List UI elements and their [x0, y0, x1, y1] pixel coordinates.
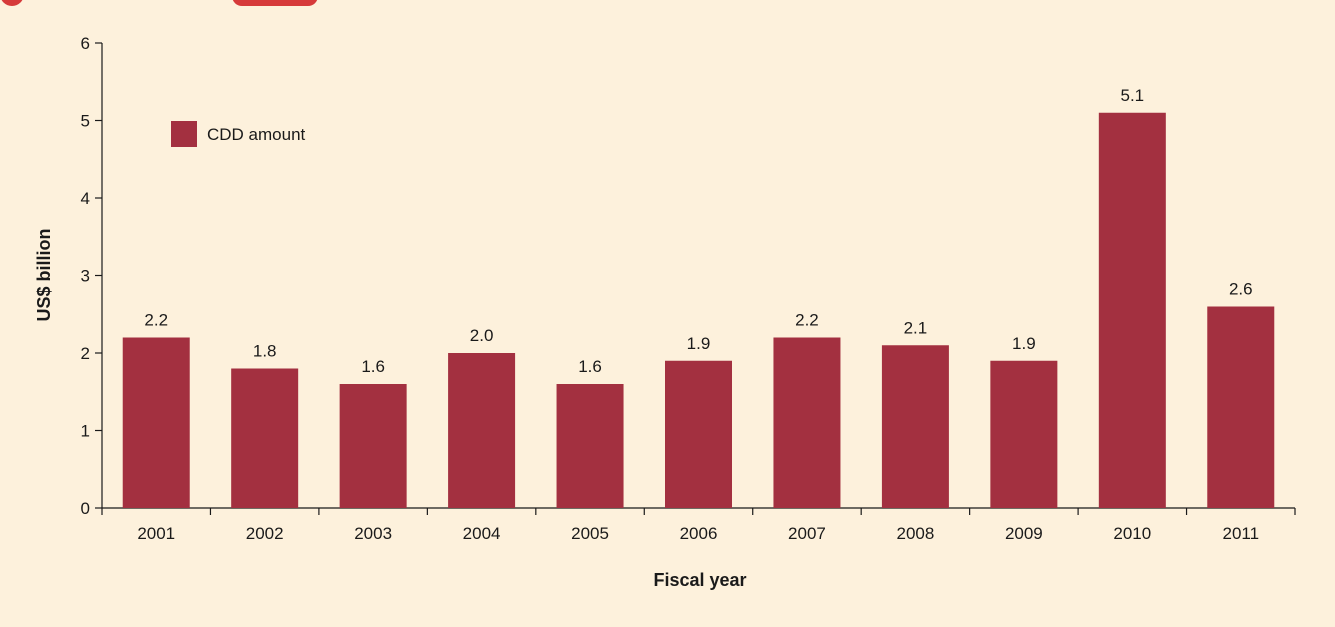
bar: [990, 360, 1058, 508]
bar: [556, 384, 624, 508]
bar: [122, 337, 190, 508]
bars: [122, 112, 1275, 508]
bar: [1098, 112, 1166, 508]
bar: [881, 345, 949, 508]
bar: [1207, 306, 1275, 508]
data-label: 2.0: [470, 326, 494, 345]
bar: [665, 360, 732, 508]
x-axis: 2001 2002 2003 2004 2005 2006 2007 2008 2009 2010…: [101, 507, 1296, 543]
x-tick-label: 2008: [896, 524, 934, 543]
y-tick-label: 2: [81, 344, 90, 363]
data-label: 1.6: [361, 357, 385, 376]
data-label: 1.8: [253, 342, 277, 361]
data-labels: 2.2 1.8 1.6 2.0 1.6 1.9 2.2 2.1 1.9 5.1 2.6: [144, 86, 1252, 376]
bar: [231, 368, 299, 508]
legend: CDD amount: [171, 121, 306, 147]
x-tick-label: 2006: [680, 524, 718, 543]
top-decoration: [0, 0, 420, 6]
x-axis-title: Fiscal year: [653, 570, 746, 590]
y-tick-label: 5: [81, 112, 90, 131]
decoration-shape-left: [0, 0, 24, 6]
data-label: 1.9: [687, 334, 711, 353]
data-label: 1.9: [1012, 334, 1036, 353]
y-tick-label: 1: [81, 422, 90, 441]
decoration-shape-right: [232, 0, 318, 6]
y-axis-title: US$ billion: [34, 228, 54, 321]
data-label: 2.6: [1229, 280, 1253, 299]
x-tick-label: 2005: [571, 524, 609, 543]
y-tick-label: 6: [81, 34, 90, 53]
legend-swatch: [171, 121, 197, 147]
bar: [448, 353, 516, 508]
x-tick-label: 2001: [137, 524, 175, 543]
x-tick-label: 2004: [463, 524, 501, 543]
data-label: 1.6: [578, 357, 602, 376]
legend-label: CDD amount: [207, 125, 306, 144]
x-tick-label: 2007: [788, 524, 826, 543]
bar: [773, 337, 841, 508]
x-tick-label: 2003: [354, 524, 392, 543]
data-label: 2.2: [795, 311, 819, 330]
y-tick-label: 3: [81, 267, 90, 286]
y-axis: 0 1 2 3 4 5 6: [81, 34, 103, 518]
data-label: 2.1: [904, 318, 928, 337]
x-tick-label: 2011: [1222, 524, 1259, 543]
data-label: 2.2: [144, 311, 168, 330]
y-tick-label: 4: [81, 189, 90, 208]
y-tick-label: 0: [81, 499, 90, 518]
x-tick-label: 2002: [246, 524, 284, 543]
x-tick-label: 2010: [1113, 524, 1151, 543]
bar: [339, 384, 407, 508]
data-label: 5.1: [1120, 86, 1144, 105]
x-tick-label: 2009: [1005, 524, 1043, 543]
